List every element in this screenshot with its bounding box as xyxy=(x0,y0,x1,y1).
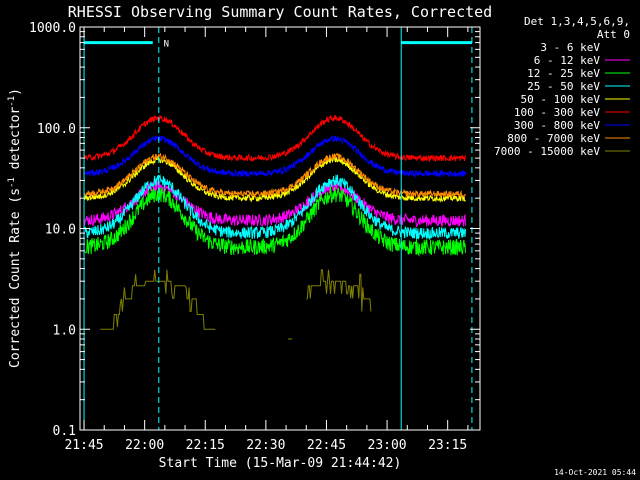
x-tick-label: 23:15 xyxy=(428,438,467,453)
legend-label: 7000 - 15000 keV xyxy=(494,145,600,158)
x-tick-label: 22:45 xyxy=(307,438,346,453)
series-line-6 xyxy=(84,134,466,178)
y-tick-label: 0.1 xyxy=(53,424,76,439)
legend-label: 300 - 800 keV xyxy=(514,119,600,132)
legend-label: 3 - 6 keV xyxy=(540,41,600,54)
series-line-3 xyxy=(84,173,466,241)
y-tick-label: 1000.0 xyxy=(29,21,76,36)
legend-header-line1: Det 1,3,4,5,6,9, xyxy=(524,15,630,28)
series-line-olive xyxy=(100,269,216,330)
y-axis-label: Corrected Count Rate (s-1 detector-1) xyxy=(7,88,23,368)
legend-label: 800 - 7000 keV xyxy=(507,132,600,145)
x-tick-label: 22:00 xyxy=(125,438,164,453)
legend-label: 12 - 25 keV xyxy=(527,67,600,80)
y-axis-label-mid: detector xyxy=(8,107,23,178)
y-tick-label: 10.0 xyxy=(45,223,76,238)
x-tick-label: 21:45 xyxy=(64,438,103,453)
x-axis-label: Start Time (15-Mar-09 21:44:42) xyxy=(159,456,402,471)
x-tick-label: 23:00 xyxy=(368,438,407,453)
series-line-2 xyxy=(84,186,466,257)
y-axis-label-suffix: ) xyxy=(8,88,23,96)
legend-label: 6 - 12 keV xyxy=(534,54,601,67)
y-axis-label-exp2: -1 xyxy=(7,96,17,107)
x-tick-label: 22:15 xyxy=(186,438,225,453)
saa-flag-label: N xyxy=(164,40,169,50)
legend-label: 100 - 300 keV xyxy=(514,106,600,119)
series-line-5 xyxy=(84,114,466,163)
y-tick-label: 1.0 xyxy=(53,323,76,338)
legend-label: 25 - 50 keV xyxy=(527,80,600,93)
series-line-olive xyxy=(306,269,372,312)
y-tick-label: 100.0 xyxy=(37,122,76,137)
footer-date: 14-Oct-2021 05:44 xyxy=(554,468,636,477)
legend-label: 50 - 100 keV xyxy=(521,93,601,106)
axes-layer: 0.1 1.0 10.0 100.0 1000.0 21:45 22:00 22:15 22:3… xyxy=(29,21,480,453)
y-axis-label-prefix: Corrected Count Rate (s xyxy=(8,188,23,368)
chart-title: RHESSI Observing Summary Count Rates, Co… xyxy=(68,3,492,21)
series-line-4 xyxy=(84,155,466,203)
y-axis-label-exp1: -1 xyxy=(7,177,17,188)
series-line-7 xyxy=(84,152,466,199)
legend-header-line2: Att 0 xyxy=(597,28,630,41)
x-tick-label: 22:30 xyxy=(246,438,285,453)
data-layer xyxy=(84,114,466,340)
